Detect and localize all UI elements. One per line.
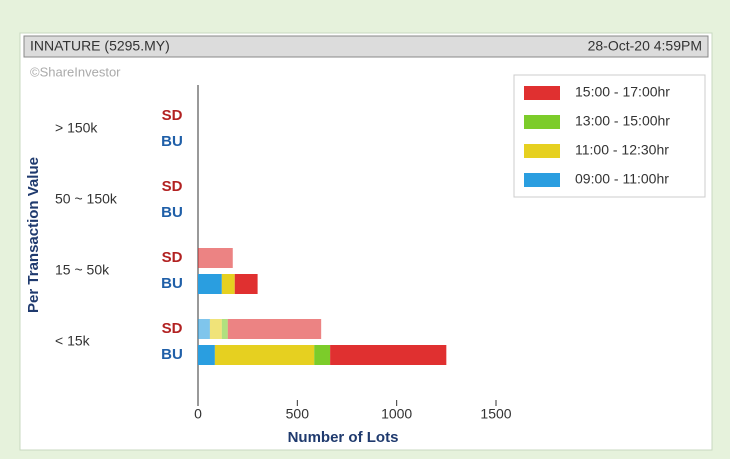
bar-segment — [198, 345, 215, 365]
legend-label: 13:00 - 15:00hr — [575, 113, 670, 129]
bar-segment — [198, 319, 210, 339]
side-label: BU — [161, 133, 183, 150]
x-axis-label: Number of Lots — [288, 429, 399, 446]
legend-label: 11:00 - 12:30hr — [575, 142, 669, 158]
legend-swatch — [524, 144, 560, 158]
legend-label: 09:00 - 11:00hr — [575, 171, 669, 187]
side-label: SD — [162, 249, 183, 266]
side-label: SD — [162, 320, 183, 337]
bar-segment — [221, 319, 228, 339]
header-timestamp: 28-Oct-20 4:59PM — [588, 38, 702, 54]
side-label: BU — [161, 346, 183, 363]
category-label: 50 ~ 150k — [55, 191, 118, 207]
bar-segment — [221, 274, 235, 294]
category-label: > 150k — [55, 120, 98, 136]
bar-segment — [234, 274, 258, 294]
bar-segment — [330, 345, 447, 365]
side-label: BU — [161, 204, 183, 221]
header-title: INNATURE (5295.MY) — [30, 38, 170, 54]
x-tick-label: 1500 — [480, 406, 511, 422]
y-axis-label: Per Transaction Value — [25, 157, 42, 313]
bar-segment — [214, 345, 315, 365]
x-tick-label: 0 — [194, 406, 202, 422]
legend-swatch — [524, 115, 560, 129]
bar-segment — [314, 345, 331, 365]
legend-swatch — [524, 86, 560, 100]
bar-segment — [209, 319, 222, 339]
legend-label: 15:00 - 17:00hr — [575, 84, 670, 100]
x-tick-label: 1000 — [381, 406, 412, 422]
bar-segment — [198, 248, 233, 268]
category-label: < 15k — [55, 333, 91, 349]
category-label: 15 ~ 50k — [55, 262, 110, 278]
side-label: BU — [161, 275, 183, 292]
x-tick-label: 500 — [286, 406, 310, 422]
side-label: SD — [162, 107, 183, 124]
side-label: SD — [162, 178, 183, 195]
header-bar — [23, 35, 709, 58]
watermark: ©ShareInvestor — [30, 64, 121, 79]
bar-segment — [198, 274, 222, 294]
bar-segment — [227, 319, 322, 339]
legend-swatch — [524, 173, 560, 187]
